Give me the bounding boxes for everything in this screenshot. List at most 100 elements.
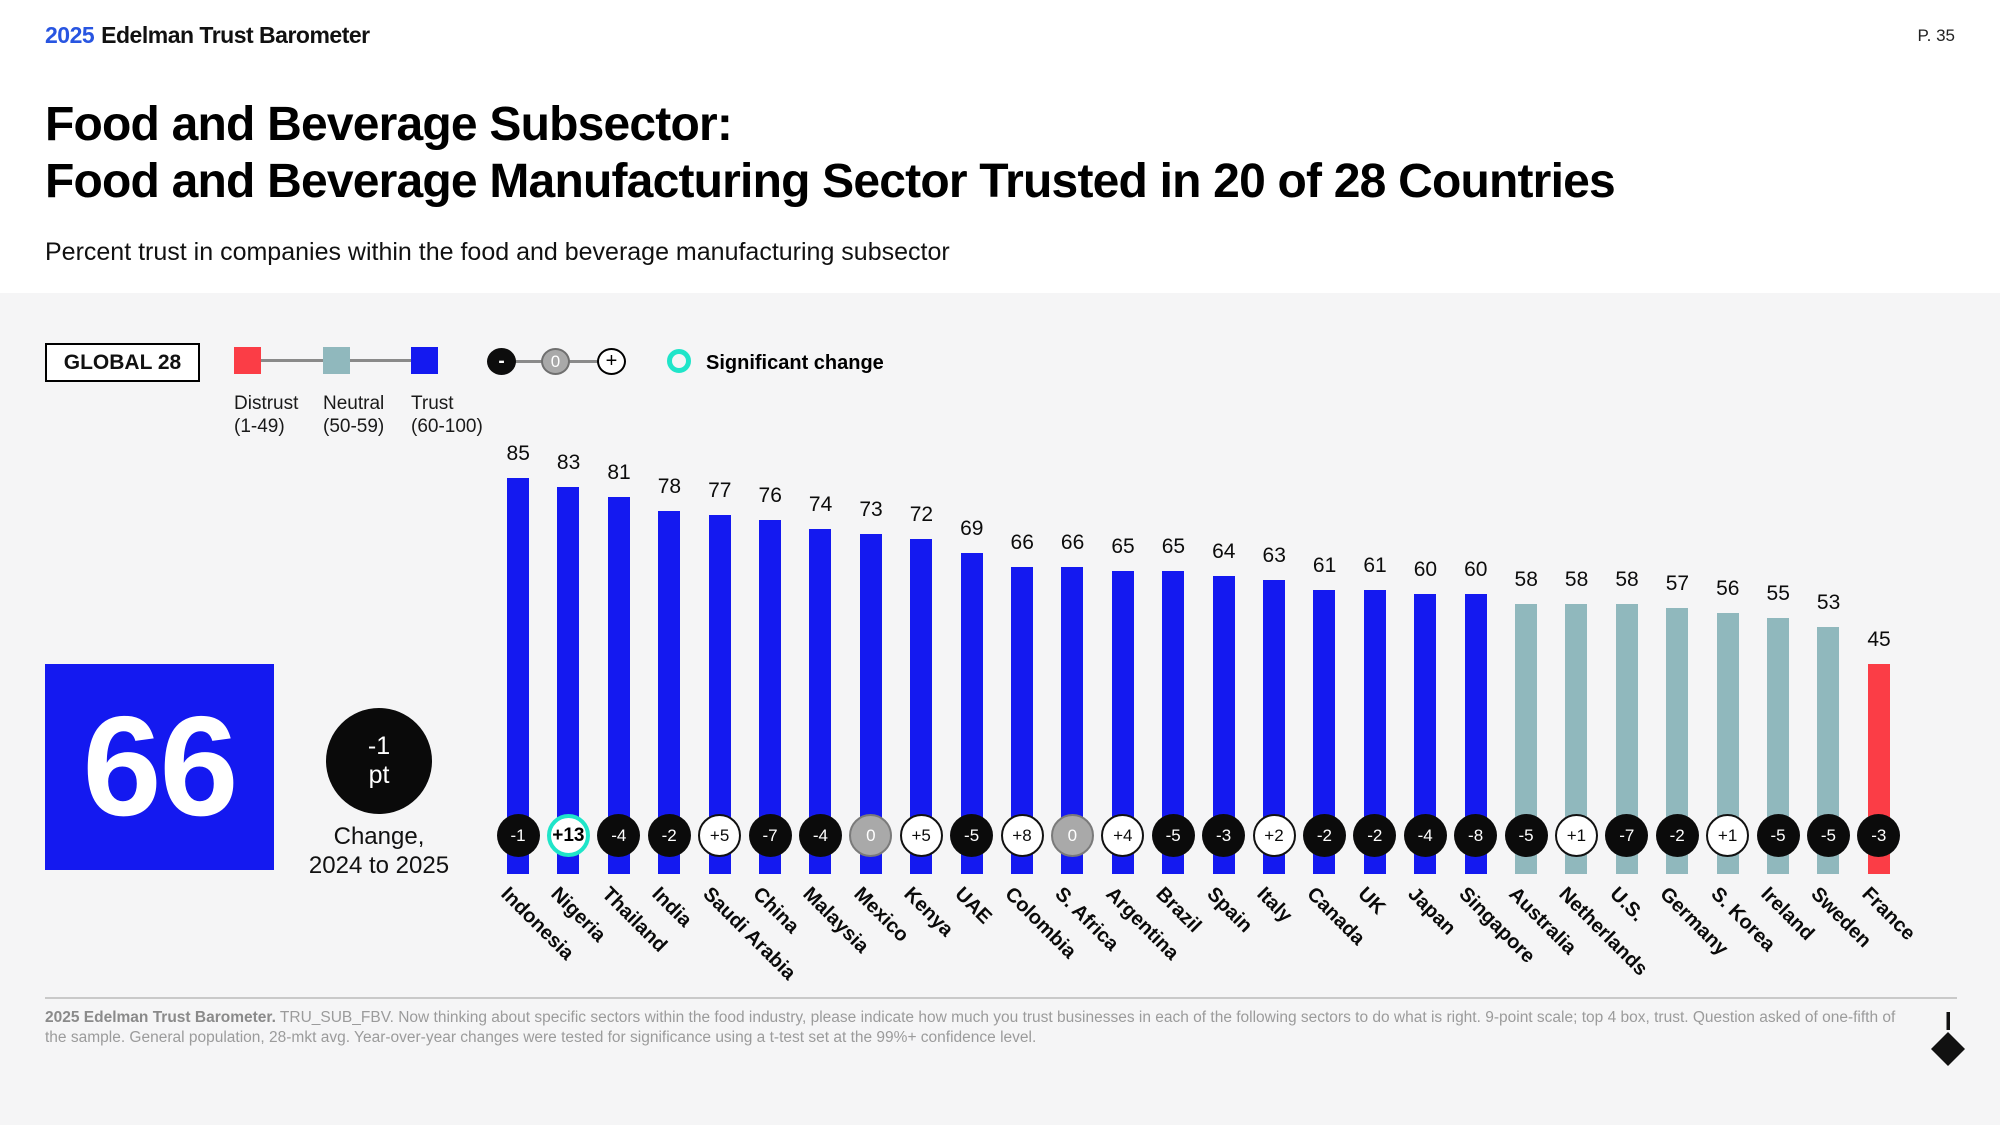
change-circle: -2	[1353, 814, 1397, 857]
change-circle: +2	[1252, 814, 1296, 857]
footnote-text: TRU_SUB_FBV. Now thinking about specific…	[45, 1009, 1896, 1046]
bar-column-france: 45 -3 France	[1854, 430, 1919, 945]
plus-marker-icon: +	[597, 348, 626, 375]
bars-region: 85 -1 Indonesia 83 +13 Nigeria 81 -4 Thailand 78-…	[493, 430, 1919, 984]
bar	[1313, 590, 1336, 874]
change-circle: -2	[1302, 814, 1346, 857]
bar-value-label: 78	[657, 475, 682, 498]
change-circle: -7	[1605, 814, 1649, 857]
bar-column-japan: 60 -4 Japan	[1400, 430, 1460, 939]
bar-value-label: 56	[1716, 577, 1740, 600]
change-circle: -7	[748, 814, 792, 857]
bar-value-label: 61	[1363, 554, 1387, 577]
bar	[1666, 608, 1689, 874]
bar-column-mexico: 73 0 Mexico	[846, 430, 913, 947]
bar	[708, 515, 731, 874]
bar-value-label: 66	[1010, 531, 1034, 554]
distrust-label: Distrust (1-49)	[234, 392, 298, 438]
change-circle: +5	[899, 814, 943, 857]
bar-column-colombia: 66 +8 Colombia	[997, 430, 1080, 963]
zero-marker-icon: 0	[541, 348, 570, 375]
bar-column-canada: 61 -2 Canada	[1299, 430, 1370, 950]
bar	[1111, 571, 1134, 874]
bar-column-uae: 69 -5 UAE	[947, 430, 997, 928]
trust-swatch	[411, 347, 438, 374]
bar	[859, 534, 882, 874]
bar	[759, 520, 781, 874]
change-circle: -3	[1202, 814, 1246, 857]
caption-line-2: 2024 to 2025	[308, 852, 450, 879]
bar-value-label: 74	[808, 493, 833, 516]
bar-column-ireland: 55 -5 Ireland	[1753, 430, 1818, 945]
next-page-arrow-icon[interactable]	[1926, 1012, 1970, 1066]
bar	[1515, 604, 1537, 874]
change-circle: +1	[1554, 814, 1598, 857]
bar-value-label: 58	[1615, 568, 1639, 591]
page-title: Food and Beverage Subsector: Food and Be…	[45, 96, 1616, 210]
change-circle: -4	[798, 814, 842, 857]
change-circle: -5	[950, 814, 994, 857]
change-circle: -2	[647, 814, 691, 857]
change-circle: 0	[849, 814, 893, 857]
distrust-swatch	[234, 347, 261, 374]
bar-value-label: 83	[556, 451, 581, 474]
bar-column-uk: 61 -2 UK	[1350, 430, 1400, 919]
bar	[507, 478, 529, 874]
change-circle: -3	[1857, 814, 1901, 857]
global-change-badge: -1 pt	[326, 708, 432, 814]
bar-column-malaysia: 74 -4 Malaysia	[795, 430, 874, 958]
change-circle: -4	[597, 814, 641, 857]
trust-label-range: (60-100)	[411, 416, 483, 437]
bar-value-label: 55	[1766, 582, 1790, 605]
global-score: 66	[45, 664, 274, 870]
bar-value-label: 72	[909, 503, 934, 526]
neutral-swatch	[323, 347, 350, 374]
global-change-unit: pt	[368, 761, 390, 789]
bar	[1817, 627, 1840, 874]
chart-subtitle: Percent trust in companies within the fo…	[45, 238, 950, 266]
bar-value-label: 45	[1867, 628, 1891, 651]
bar-column-s-korea: 56 +1 S. Korea	[1703, 430, 1779, 956]
global-change-caption: Change, 2024 to 2025	[288, 822, 470, 880]
change-circle: -4	[1403, 814, 1447, 857]
footnote-source: 2025 Edelman Trust Barometer.	[45, 1009, 276, 1026]
bar-value-label: 73	[859, 498, 883, 521]
bar-column-thailand: 81 -4 Thailand	[594, 430, 671, 957]
bar-column-saudi-arabia: 77 +5 Saudi Arabia	[695, 430, 799, 984]
title-line-2: Food and Beverage Manufacturing Sector T…	[45, 155, 1616, 208]
change-circle: -2	[1655, 814, 1699, 857]
change-circle: -5	[1151, 814, 1195, 857]
neutral-label: Neutral (50-59)	[323, 392, 384, 438]
change-circle: +4	[1101, 814, 1145, 857]
neutral-label-range: (50-59)	[323, 416, 385, 437]
footer-divider	[45, 997, 1957, 999]
bar	[1767, 618, 1789, 874]
bar	[1011, 567, 1033, 874]
bar	[960, 553, 983, 874]
bar	[1615, 604, 1638, 874]
bar-column-nigeria: 83 +13 Nigeria	[543, 430, 611, 947]
bar	[1716, 613, 1739, 874]
bar-value-label: 53	[1816, 591, 1841, 614]
change-circle: -5	[1806, 814, 1850, 857]
distrust-label-range: (1-49)	[234, 416, 285, 437]
bar-column-india: 78 -2 India	[644, 430, 697, 932]
bar-value-label: 60	[1464, 558, 1488, 581]
bar	[1414, 594, 1437, 874]
change-circle: -1	[496, 814, 540, 857]
change-circle: +5	[698, 814, 742, 857]
bar-value-label: 61	[1312, 554, 1337, 577]
bar-column-indonesia: 85 -1 Indonesia	[493, 430, 578, 965]
caption-line-1: Change,	[333, 823, 425, 850]
change-circle: -5	[1504, 814, 1548, 857]
minus-marker-icon: -	[487, 348, 516, 375]
bar-value-label: 81	[607, 461, 631, 484]
footnote: 2025 Edelman Trust Barometer. TRU_SUB_FB…	[45, 1008, 1900, 1048]
bar-value-label: 57	[1665, 572, 1690, 595]
bar-value-label: 65	[1111, 535, 1135, 558]
bar-value-label: 77	[708, 479, 732, 502]
change-circle: +8	[1000, 814, 1044, 857]
bar-value-label: 63	[1262, 544, 1286, 567]
neutral-label-text: Neutral	[323, 393, 385, 414]
